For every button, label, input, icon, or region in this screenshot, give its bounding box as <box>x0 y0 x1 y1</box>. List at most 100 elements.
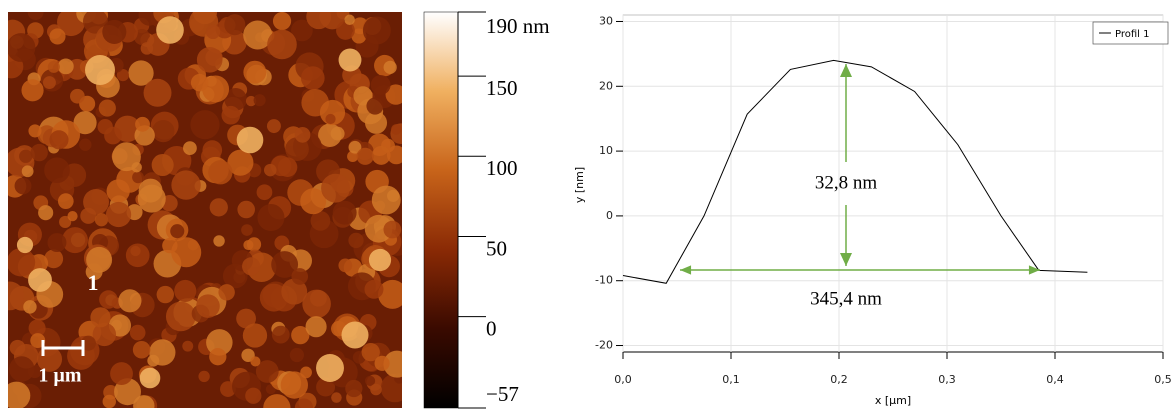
colorbar <box>423 11 459 409</box>
afm-grain <box>385 84 402 105</box>
profile-marker: 1 <box>88 270 99 295</box>
afm-grain <box>364 214 393 243</box>
y-tick-label: -20 <box>595 339 613 352</box>
afm-grain <box>361 342 380 362</box>
afm-grain <box>289 347 305 363</box>
afm-grain <box>300 66 325 90</box>
afm-grain <box>374 355 390 371</box>
afm-grain <box>183 141 197 156</box>
afm-grain <box>263 394 291 408</box>
afm-grain <box>79 138 92 151</box>
afm-grain <box>245 387 262 404</box>
afm-grain <box>132 171 144 184</box>
afm-grain-bright <box>16 236 34 254</box>
afm-grain <box>80 335 96 351</box>
afm-grain <box>102 19 127 44</box>
afm-grain <box>94 213 109 227</box>
afm-grain <box>8 248 36 277</box>
afm-grain <box>391 124 402 135</box>
afm-grain <box>8 281 25 311</box>
afm-grain <box>294 398 314 408</box>
afm-grain <box>300 188 327 215</box>
afm-grain <box>256 184 273 201</box>
afm-grain <box>27 12 44 21</box>
annotation: 32,8 nm <box>815 172 878 193</box>
afm-grain <box>8 33 36 62</box>
afm-grain <box>90 307 111 328</box>
afm-grain <box>98 99 116 117</box>
afm-grain <box>245 95 257 107</box>
afm-grain <box>285 137 309 161</box>
afm-grain <box>267 29 297 60</box>
afm-grain <box>221 105 241 125</box>
x-axis-label: x [µm] <box>875 394 911 407</box>
afm-grain <box>198 370 210 383</box>
afm-grain <box>331 392 342 403</box>
afm-grain <box>162 237 178 254</box>
x-tick-label: 0,3 <box>938 373 956 386</box>
colorbar-tick-label: 150 <box>486 76 518 100</box>
afm-grain <box>149 339 176 366</box>
afm-grain <box>271 325 290 344</box>
afm-grain <box>291 268 309 285</box>
afm-grain <box>347 150 359 163</box>
afm-grain <box>242 323 268 348</box>
afm-grain <box>218 284 235 301</box>
afm-grain <box>243 239 254 251</box>
afm-grain <box>253 94 266 107</box>
y-tick-label: 20 <box>599 79 613 92</box>
afm-grain <box>351 28 367 44</box>
arrow-head <box>840 253 852 266</box>
afm-grain <box>102 394 116 408</box>
plot-frame <box>622 14 1164 353</box>
afm-grain <box>129 324 146 341</box>
afm-grain <box>202 140 223 160</box>
arrow-head <box>1028 265 1040 275</box>
afm-grain <box>371 185 401 215</box>
afm-grain <box>370 75 391 95</box>
profile-line <box>622 59 1088 284</box>
afm-grain <box>332 200 357 225</box>
y-axis-label: y [nm] <box>573 167 586 203</box>
afm-grain <box>110 362 133 385</box>
afm-grain <box>131 162 142 173</box>
afm-grain <box>291 19 313 42</box>
afm-grain <box>196 294 220 318</box>
afm-grain <box>243 20 273 50</box>
afm-grain <box>224 14 246 36</box>
afm-grain <box>242 257 261 276</box>
afm-grain <box>309 289 327 307</box>
legend-label: Profil 1 <box>1115 29 1149 40</box>
afm-grain <box>83 188 110 215</box>
afm-grain <box>104 126 122 145</box>
afm-grain <box>8 381 31 408</box>
afm-grain <box>59 215 72 229</box>
afm-grain <box>255 360 279 383</box>
afm-grain-bright <box>341 321 369 349</box>
afm-grain <box>14 177 32 195</box>
afm-grain <box>133 28 150 46</box>
afm-grain <box>206 329 233 356</box>
afm-grain <box>23 300 37 314</box>
afm-grain <box>236 308 256 329</box>
afm-grain <box>362 16 391 45</box>
afm-grain <box>348 232 364 249</box>
afm-grain <box>143 78 172 107</box>
afm-grain <box>171 170 201 200</box>
afm-grain <box>86 246 113 273</box>
afm-grain <box>378 279 402 309</box>
afm-grain <box>383 350 402 378</box>
afm-grain <box>237 200 255 219</box>
afm-grain <box>364 375 376 386</box>
afm-grain <box>272 12 292 31</box>
afm-grain <box>196 47 223 73</box>
scale-bar: 1 µm 1 <box>38 270 98 387</box>
afm-grain <box>92 322 117 347</box>
afm-grain <box>243 60 267 84</box>
afm-grain <box>67 211 78 222</box>
afm-grain <box>321 173 350 203</box>
afm-grain <box>281 278 308 305</box>
afm-grain-bright <box>139 367 161 389</box>
afm-grain <box>366 97 384 115</box>
